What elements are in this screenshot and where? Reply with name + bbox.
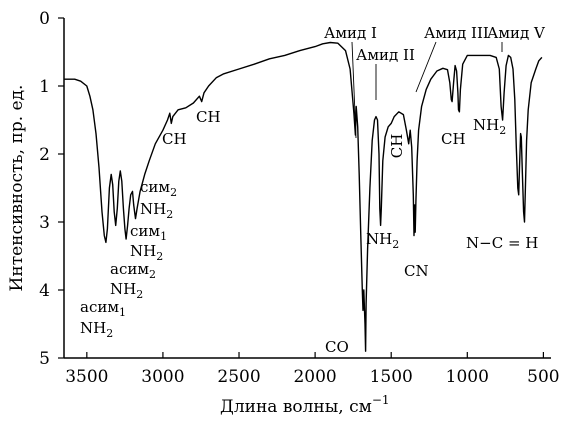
annotation-nch: N−C = H bbox=[466, 234, 538, 252]
amide3-leader bbox=[415, 41, 437, 93]
annotation-amide5: Амид V bbox=[487, 24, 546, 42]
annotation-amide3: Амид III bbox=[424, 24, 489, 42]
annotation-ch-2740: CH bbox=[196, 108, 221, 126]
x-tick-label-3000: 3000 bbox=[141, 367, 184, 387]
annotation-ch-1400: CH bbox=[388, 134, 406, 159]
annotation-nh2-770: NH2 bbox=[473, 116, 506, 137]
x-tick-label-3500: 3500 bbox=[65, 367, 108, 387]
y-ticks: 0 1 2 3 4 5 bbox=[39, 9, 64, 369]
y-tick-label-4: 4 bbox=[39, 281, 50, 301]
amide1-leader bbox=[351, 41, 357, 139]
series-layer bbox=[64, 41, 543, 352]
annotations: Амид I Амид II Амид III Амид V CH CH CH … bbox=[80, 24, 546, 356]
axes bbox=[63, 18, 551, 359]
annotation-amide2: Амид II bbox=[356, 46, 415, 64]
x-tick-label-2500: 2500 bbox=[217, 367, 260, 387]
x-tick-label-500: 500 bbox=[527, 367, 559, 387]
annotation-ch-2950: CH bbox=[162, 130, 187, 148]
annotation-asim1-nh2: NH2 bbox=[80, 319, 113, 340]
x-ticks: 3500 3000 2500 2000 1500 1000 500 bbox=[65, 352, 560, 387]
annotation-cn: CN bbox=[404, 262, 429, 280]
annotation-nh2-1580: NH2 bbox=[366, 230, 399, 251]
y-tick-label-5: 5 bbox=[39, 349, 50, 369]
annotation-asim2: асим2 bbox=[110, 260, 156, 281]
y-tick-label-1: 1 bbox=[39, 77, 50, 97]
annotation-amide1: Амид I bbox=[324, 24, 377, 42]
y-axis-title: Интенсивность, пр. ед. bbox=[7, 85, 27, 292]
annotation-sim2-nh2: NH2 bbox=[140, 200, 173, 221]
x-tick-label-1500: 1500 bbox=[370, 367, 413, 387]
annotation-asim1: асим1 bbox=[80, 298, 126, 319]
annotation-ch-1100: CH bbox=[441, 130, 466, 148]
annotation-sim2: сим2 bbox=[140, 178, 177, 199]
y-tick-label-2: 2 bbox=[39, 145, 50, 165]
annotation-sim1-nh2: NH2 bbox=[130, 242, 163, 263]
annotation-asim2-nh2: NH2 bbox=[110, 280, 143, 301]
x-tick-label-1000: 1000 bbox=[446, 367, 489, 387]
y-tick-label-0: 0 bbox=[39, 9, 50, 29]
series-line-0 bbox=[64, 41, 543, 352]
x-tick-label-2000: 2000 bbox=[293, 367, 336, 387]
x-axis-title: Длина волны, см−1 bbox=[220, 393, 390, 417]
y-tick-label-3: 3 bbox=[39, 213, 50, 233]
annotation-co: CO bbox=[325, 338, 349, 356]
annotation-sim1: сим1 bbox=[130, 222, 167, 243]
